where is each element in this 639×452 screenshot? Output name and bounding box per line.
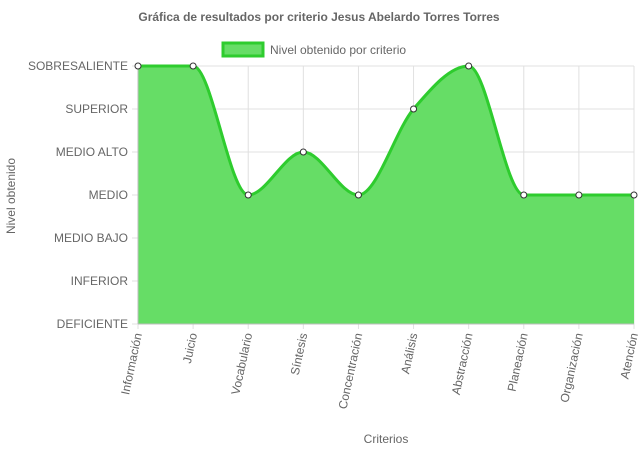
legend[interactable]: Nivel obtenido por criterio [221,41,406,58]
data-point-8[interactable] [520,191,528,199]
x-tick-label: Vocabulario [228,331,255,396]
y-tick-label: INFERIOR [71,274,129,288]
data-point-9[interactable] [575,191,583,199]
x-tick-label: Síntesis [288,332,311,377]
series-area [137,64,634,325]
y-axis-label: Nivel obtenido [4,158,18,234]
data-point-1[interactable] [134,62,142,70]
data-point-2[interactable] [189,62,197,70]
y-tick-label: MEDIO BAJO [54,231,128,245]
data-point-6[interactable] [410,105,418,113]
y-tick-label: SOBRESALIENTE [28,59,128,73]
legend-swatch [221,41,265,58]
series-line [138,64,634,197]
x-tick-label: Información [118,332,145,396]
data-point-4[interactable] [299,148,307,156]
x-tick-label: Juicio [180,331,200,364]
y-tick-label: MEDIO [89,188,128,202]
y-tick-label: DEFICIENTE [57,317,128,331]
series-area-fill [138,66,634,324]
legend-label: Nivel obtenido por criterio [270,43,406,57]
data-point-3[interactable] [244,191,252,199]
y-tick-label: SUPERIOR [65,102,128,116]
x-tick-label: Análisis [398,332,420,375]
x-tick-label: Abstracción [449,332,476,396]
data-point-10[interactable] [630,191,638,199]
x-tick-label: Planeación [505,332,531,393]
x-tick-label: Organización [557,332,585,404]
data-points [134,62,638,199]
x-axis-label: Criterios [364,432,409,446]
x-tick-label: Atención [618,332,639,381]
data-point-5[interactable] [354,191,362,199]
y-tick-labels: DEFICIENTE INFERIOR MEDIO BAJO MEDIO MEDIO A… [28,59,128,331]
x-tick-labels: Información Juicio Vocabulario Síntesis Conc… [118,331,639,410]
data-point-7[interactable] [465,62,473,70]
y-tick-label: MEDIO ALTO [56,145,128,159]
x-tick-label: Concentración [336,332,366,411]
chart-title: Gráfica de resultados por criterio Jesus… [138,10,500,24]
